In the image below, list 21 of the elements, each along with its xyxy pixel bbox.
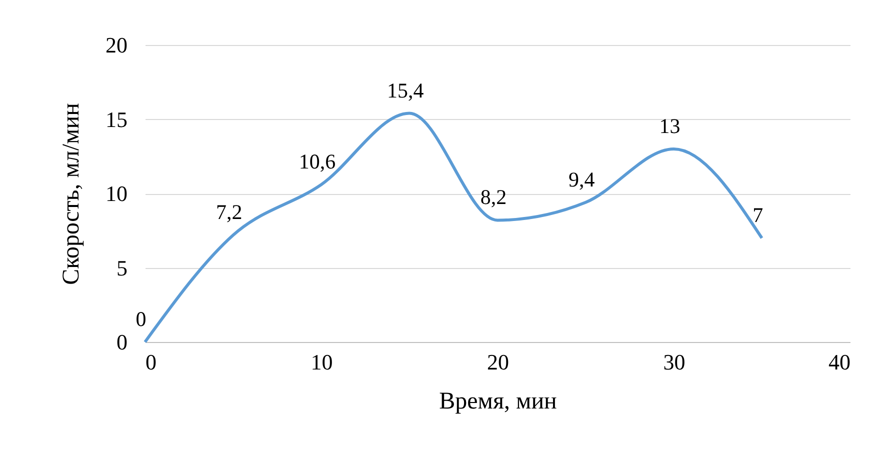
x-tick-label: 20 (487, 350, 509, 374)
x-tick-label: 10 (310, 350, 333, 374)
x-tick-label: 40 (828, 350, 850, 374)
data-label: 10,6 (298, 150, 336, 174)
y-tick-label: 20 (106, 32, 128, 58)
data-label: 7 (752, 203, 764, 228)
x-tick-label: 30 (663, 350, 686, 374)
data-label: 0 (136, 307, 146, 331)
x-axis-title: Время, мин (439, 388, 558, 414)
y-axis-title: Скорость, мл/мин (58, 102, 84, 285)
data-label: 15,4 (387, 78, 424, 102)
data-label: 13 (659, 114, 680, 138)
data-label: 7,2 (216, 200, 242, 224)
y-tick-label: 5 (116, 255, 128, 280)
line-series (144, 112, 764, 344)
y-tick-label: 0 (116, 330, 128, 354)
data-label: 9,4 (568, 167, 596, 192)
y-tick-label: 15 (106, 106, 128, 132)
y-tick-label: 10 (106, 181, 128, 206)
data-label: 8,2 (480, 185, 507, 210)
x-tick-label: 0 (146, 350, 156, 374)
